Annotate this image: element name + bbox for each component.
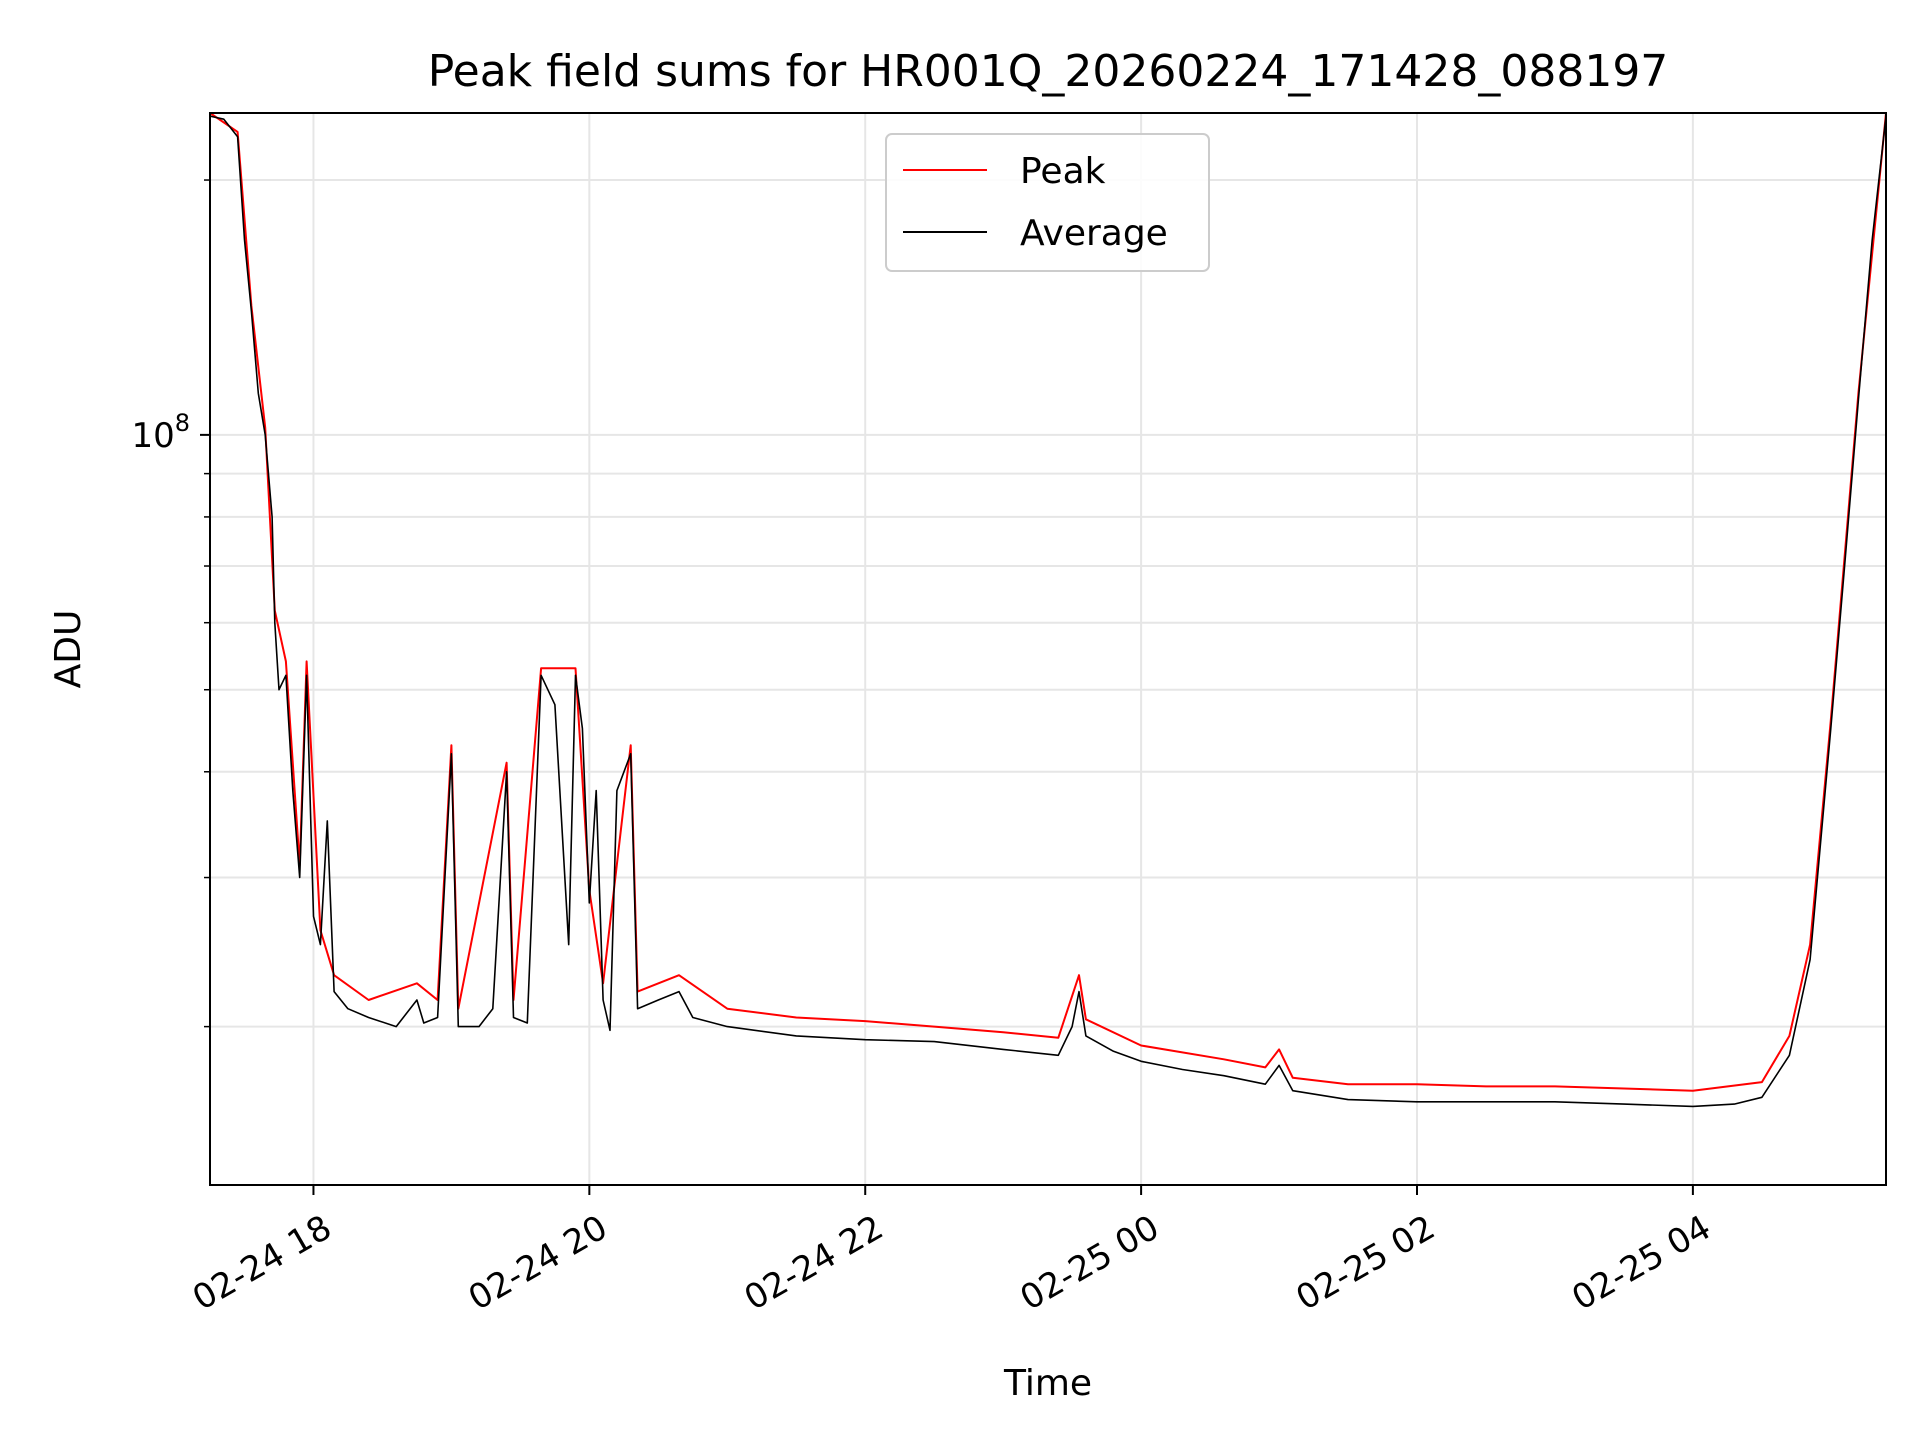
chart-title: Peak field sums for HR001Q_20260224_1714… — [428, 46, 1669, 97]
legend-box — [885, 133, 1210, 272]
y-tick-label-exponent: 8 — [175, 409, 190, 437]
x-axis-label: Time — [1003, 1363, 1092, 1404]
tick-layer: 02-24 18 02-24 20 02-24 22 02-25 00 02-25 02… — [131, 179, 1718, 1319]
legend: Peak Average — [885, 133, 1210, 272]
legend-label-peak: Peak — [1020, 151, 1106, 192]
series-layer — [209, 112, 1887, 1108]
y-tick-label-base: 10 — [131, 416, 174, 456]
x-tick-label: 02-24 18 — [186, 1208, 338, 1319]
plot-frame — [209, 112, 1887, 1186]
series-line-peak — [209, 112, 1887, 1092]
x-tick-label: 02-25 00 — [1014, 1208, 1166, 1319]
y-tick-label: 108 — [131, 409, 190, 456]
series-line-average — [209, 115, 1887, 1108]
grid-layer — [210, 113, 1886, 1185]
x-tick-label: 02-24 22 — [738, 1208, 890, 1319]
legend-label-average: Average — [1020, 213, 1168, 254]
x-tick-label: 02-25 02 — [1290, 1208, 1442, 1319]
x-tick-label: 02-24 20 — [462, 1208, 614, 1319]
x-tick-label: 02-25 04 — [1565, 1208, 1717, 1319]
y-axis-label: ADU — [48, 610, 89, 689]
